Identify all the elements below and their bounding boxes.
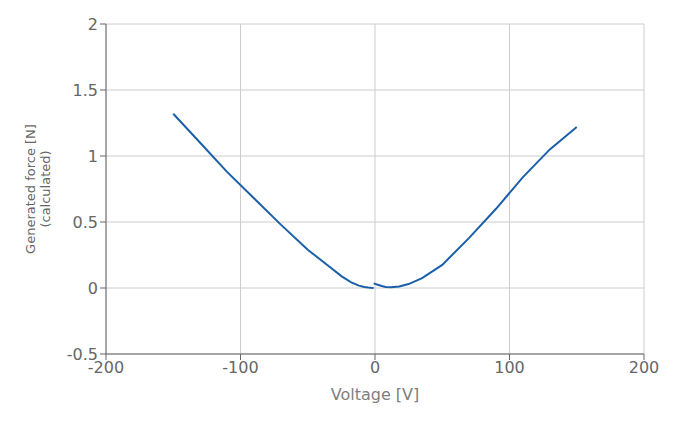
svg-text:100: 100 (494, 358, 525, 377)
svg-text:-0.5: -0.5 (67, 345, 98, 364)
svg-text:-100: -100 (222, 358, 258, 377)
svg-text:2: 2 (88, 15, 98, 34)
svg-text:Generated force [N](calculated: Generated force [N](calculated) (23, 124, 54, 254)
svg-text:0.5: 0.5 (73, 213, 98, 232)
svg-text:1: 1 (88, 147, 98, 166)
svg-text:200: 200 (629, 358, 660, 377)
svg-text:Voltage [V]: Voltage [V] (331, 385, 420, 404)
svg-text:0: 0 (370, 358, 380, 377)
svg-text:-200: -200 (87, 358, 125, 378)
svg-text:0: 0 (88, 279, 98, 298)
svg-text:1.5: 1.5 (73, 81, 98, 100)
